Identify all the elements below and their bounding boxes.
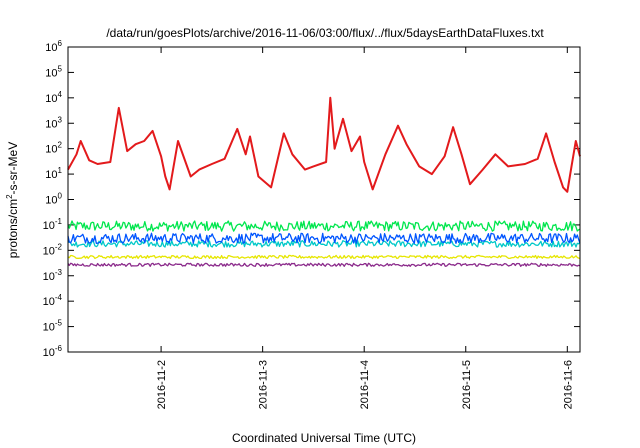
series-line-6 [67,262,581,267]
y-tick-label: 104 [45,90,62,105]
y-tick-base: 10 [43,322,55,334]
y-tick-exponent: -1 [55,217,63,226]
x-axis-ticks: 2016-11-2 2016-11-3 2016-11-4 2016-11-5 2016… [156,47,574,409]
y-tick-exponent: -3 [55,268,63,277]
y-tick-base: 10 [43,245,55,257]
y-tick-label: 10-1 [43,217,63,232]
y-tick-exponent: -2 [55,242,63,251]
y-tick-exponent: 3 [58,115,63,124]
y-tick-exponent: -5 [55,319,63,328]
y-tick-exponent: 1 [58,166,63,175]
y-tick-base: 10 [45,118,57,130]
y-axis-label-rest: -s-sr-MeV [6,142,20,195]
y-tick-base: 10 [45,93,57,105]
y-tick-exponent: -4 [55,293,63,302]
y-tick-label: 10-3 [43,268,63,283]
y-tick-base: 10 [45,169,57,181]
y-tick-base: 10 [45,195,57,207]
y-tick-base: 10 [43,296,55,308]
y-tick-exponent: 4 [58,90,63,99]
y-tick-label: 106 [45,39,62,54]
y-tick-exponent: 5 [58,64,63,73]
y-tick-exponent: -6 [55,344,63,353]
chart-title: /data/run/goesPlots/archive/2016-11-06/0… [106,26,544,40]
y-axis-label: protons/cm2-s-sr-MeV [5,142,20,258]
y-tick-exponent: 2 [58,141,63,150]
plot-frame [67,46,581,353]
series-line-2 [67,220,581,232]
y-tick-label: 101 [45,166,62,181]
y-tick-label: 105 [45,64,62,79]
y-tick-base: 10 [43,271,55,283]
y-tick-label: 10-6 [43,344,63,359]
x-tick-label: 2016-11-4 [359,360,371,409]
y-tick-base: 10 [45,42,57,54]
y-tick-base: 10 [45,144,57,156]
series-group [67,96,581,267]
y-tick-base: 10 [43,347,55,359]
series-line-1 [67,96,581,193]
y-tick-label: 100 [45,192,62,207]
y-tick-label: 103 [45,115,62,130]
y-axis-label-sup: 2 [5,194,14,199]
y-tick-exponent: 0 [58,192,63,201]
y-tick-exponent: 6 [58,39,63,48]
x-tick-label: 2016-11-5 [461,360,473,409]
x-axis-label: Coordinated Universal Time (UTC) [232,431,416,445]
y-tick-label: 10-4 [43,293,63,308]
y-tick-label: 10-2 [43,242,63,257]
y-tick-base: 10 [43,220,55,232]
x-tick-label: 2016-11-3 [258,360,270,409]
series-line-5 [67,254,581,260]
y-axis-ticks: 10-610-510-410-310-210-11001011021031041… [43,39,580,359]
y-tick-base: 10 [45,67,57,79]
series-line-4 [67,232,581,244]
x-tick-label: 2016-11-6 [562,360,574,409]
y-tick-label: 102 [45,141,62,156]
x-tick-label: 2016-11-2 [156,360,168,409]
y-axis-label-main: protons/cm [6,199,20,258]
y-tick-label: 10-5 [43,319,63,334]
series-line-3 [67,240,581,248]
